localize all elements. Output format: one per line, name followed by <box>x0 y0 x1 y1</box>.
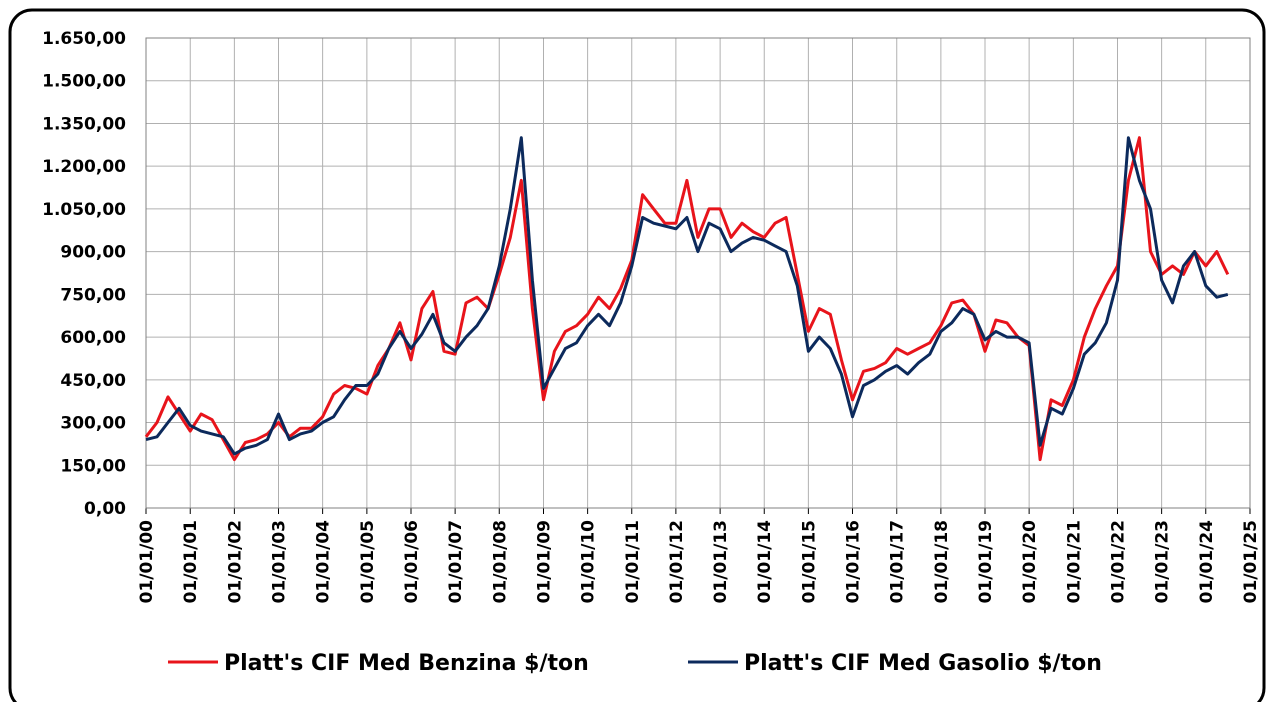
y-tick-label: 1.350,00 <box>42 114 126 134</box>
x-tick-label: 01/01/01 <box>181 520 201 603</box>
x-tick-label: 01/01/20 <box>1020 520 1040 604</box>
x-tick-label: 01/01/03 <box>269 520 289 603</box>
series-line <box>145 136 1229 456</box>
y-tick-label: 450,00 <box>60 371 126 391</box>
x-tick-label: 01/01/17 <box>888 520 908 603</box>
x-tick-label: 01/01/16 <box>844 520 864 603</box>
x-tick-label: 01/01/09 <box>534 520 554 603</box>
y-tick-label: 1.650,00 <box>42 29 126 49</box>
x-tick-label: 01/01/21 <box>1064 520 1084 603</box>
x-tick-label: 01/01/05 <box>358 520 378 603</box>
x-tick-label: 01/01/04 <box>314 520 334 604</box>
x-tick-label: 01/01/12 <box>667 520 687 603</box>
x-tick-label: 01/01/19 <box>976 520 996 603</box>
y-tick-label: 1.200,00 <box>42 157 126 177</box>
y-tick-label: 600,00 <box>60 328 126 348</box>
x-tick-label: 01/01/15 <box>799 520 819 603</box>
y-tick-label: 150,00 <box>60 456 126 476</box>
x-tick-label: 01/01/10 <box>579 520 599 604</box>
chart-border <box>8 8 1266 702</box>
x-tick-label: 01/01/18 <box>932 520 952 603</box>
y-tick-label: 750,00 <box>60 285 126 305</box>
x-tick-label: 01/01/14 <box>755 520 775 604</box>
x-tick-label: 01/01/11 <box>623 520 643 603</box>
x-tick-label: 01/01/08 <box>490 520 510 603</box>
plot-frame <box>145 37 1251 509</box>
y-tick-label: 1.050,00 <box>42 200 126 220</box>
legend-label: Platt's CIF Med Gasolio $/ton <box>744 651 1102 676</box>
x-tick-label: 01/01/23 <box>1153 520 1173 603</box>
y-tick-label: 0,00 <box>84 499 126 519</box>
x-tick-label: 01/01/22 <box>1109 520 1129 603</box>
x-tick-label: 01/01/07 <box>446 520 466 603</box>
x-tick-label: 01/01/13 <box>711 520 731 603</box>
x-tick-label: 01/01/25 <box>1241 520 1261 603</box>
y-tick-label: 300,00 <box>60 414 126 434</box>
x-tick-label: 01/01/06 <box>402 520 422 603</box>
x-tick-label: 01/01/00 <box>137 520 157 604</box>
x-tick-label: 01/01/24 <box>1197 520 1217 604</box>
x-tick-label: 01/01/02 <box>225 520 245 603</box>
legend-label: Platt's CIF Med Benzina $/ton <box>224 651 589 676</box>
y-tick-label: 900,00 <box>60 243 126 263</box>
y-tick-label: 1.500,00 <box>42 72 126 92</box>
